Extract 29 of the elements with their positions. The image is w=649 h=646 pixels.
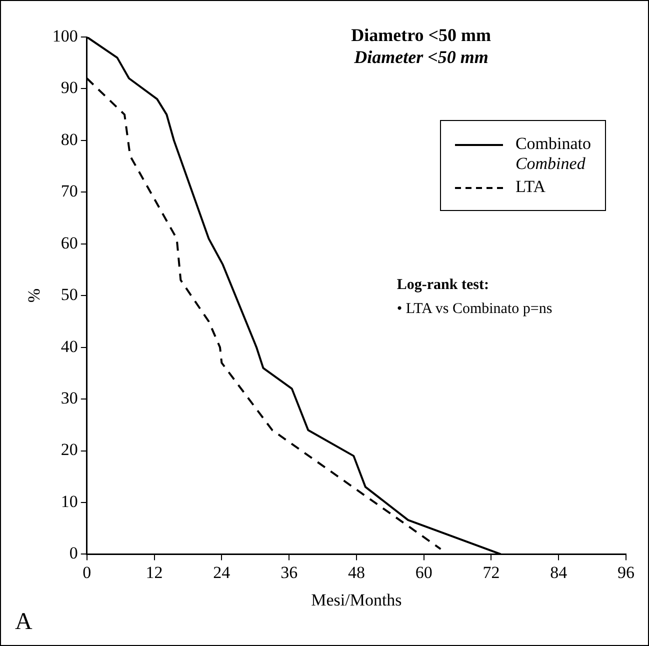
y-axis-title: %	[24, 288, 44, 303]
annotation: Log-rank test:	[396, 277, 489, 294]
y-tick-label: 50	[60, 285, 78, 304]
x-tick-label: 24	[213, 562, 231, 582]
y-tick-label: 10	[60, 492, 78, 511]
legend-label: Combinato Combined	[515, 134, 591, 174]
y-tick-label: 80	[60, 130, 78, 149]
x-tick-label: 48	[348, 562, 365, 582]
x-axis-title: Mesi/Months	[311, 590, 402, 610]
y-tick-label: 60	[60, 233, 78, 252]
y-tick-label: 0	[69, 544, 78, 563]
x-tick-label: 0	[82, 562, 92, 582]
y-tick-label: 100	[52, 26, 78, 46]
y-tick-label: 30	[60, 388, 78, 408]
y-tick-label: 40	[60, 336, 78, 356]
x-tick-label: 72	[482, 562, 500, 582]
x-tick-label: 36	[280, 562, 298, 582]
text: A	[15, 609, 32, 636]
chart-title: Diametro <50 mm	[351, 25, 492, 46]
y-tick-label: 90	[60, 78, 78, 98]
legend-label: LTA	[515, 176, 546, 197]
x-tick-label: 84	[550, 562, 568, 582]
x-tick-label: 96	[618, 562, 634, 582]
text: Diameter <50 mm	[354, 47, 488, 68]
y-tick-label: 20	[60, 440, 78, 460]
x-tick-label: 60	[415, 562, 432, 582]
x-tick-label: 12	[146, 562, 163, 582]
y-tick-label: 70	[60, 182, 78, 201]
annotation: • LTA vs Combinato p=ns	[396, 300, 552, 318]
